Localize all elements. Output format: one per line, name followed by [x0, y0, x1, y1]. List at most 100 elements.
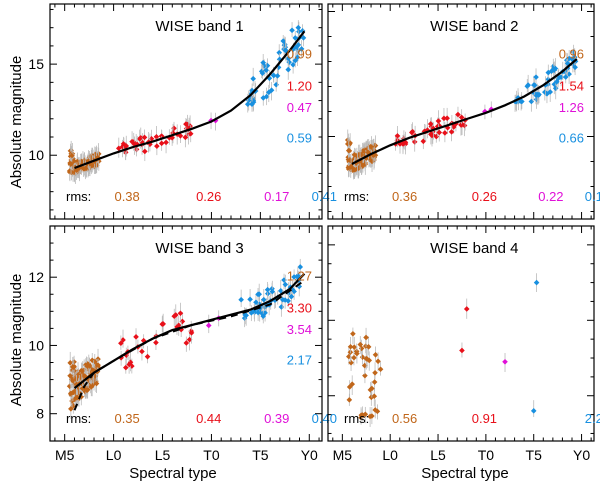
data-point	[86, 363, 93, 369]
rms-value: 0.19	[585, 189, 600, 204]
data-point	[269, 288, 276, 295]
data-point	[354, 152, 360, 159]
data-point	[348, 359, 354, 366]
data-point	[566, 71, 572, 77]
data-point	[400, 141, 406, 147]
rms-value: 0.22	[538, 189, 563, 204]
data-point	[275, 64, 282, 71]
data-point	[70, 364, 77, 370]
data-point	[270, 72, 277, 79]
data-point	[273, 81, 279, 88]
x-tick-label: L5	[430, 447, 446, 463]
data-point	[141, 134, 148, 141]
fit-line	[74, 30, 306, 170]
data-point	[263, 67, 269, 74]
data-points	[66, 258, 304, 420]
x-tick-label: L5	[155, 447, 171, 463]
rms-value: 0.17	[264, 189, 289, 204]
data-point	[259, 70, 266, 76]
data-point	[255, 291, 261, 298]
data-point	[351, 344, 358, 350]
data-point	[455, 111, 461, 118]
data-point	[362, 372, 368, 379]
data-point	[430, 125, 437, 132]
panel-3: M5 L0 L5 T0 T5 Y0 8 10 12 WISE band 3 1.27 3.30 3.54…	[28, 225, 337, 463]
data-point	[276, 49, 283, 56]
data-point	[285, 55, 292, 62]
data-point	[85, 158, 92, 164]
data-point	[360, 162, 366, 169]
data-point	[436, 129, 443, 136]
data-point	[87, 160, 93, 167]
data-point	[394, 133, 401, 139]
data-point	[354, 350, 360, 357]
data-point	[153, 339, 159, 346]
data-point	[88, 384, 95, 390]
data-point	[69, 152, 75, 159]
data-point	[553, 78, 560, 85]
data-point	[448, 129, 455, 135]
data-point	[525, 82, 531, 88]
data-point	[205, 322, 212, 329]
data-point	[285, 298, 291, 304]
data-point	[126, 361, 132, 368]
x-axis-label-right: Spectral type	[421, 465, 509, 482]
data-point	[67, 390, 74, 397]
rms-value: 0.36	[392, 189, 417, 204]
data-point	[260, 59, 266, 66]
data-point	[295, 42, 302, 48]
data-point	[531, 82, 538, 88]
data-point	[371, 393, 378, 400]
data-point	[133, 334, 139, 340]
panel-1: 10 15 WISE band 1 0.99 1.20 0.47 0.59 rms: 0.38 0…	[28, 3, 337, 220]
group-scatter-label: 1.54	[559, 79, 584, 94]
data-point	[250, 75, 256, 82]
data-point	[148, 135, 155, 142]
data-point	[278, 304, 285, 310]
data-point	[345, 147, 352, 154]
data-point	[459, 122, 465, 128]
data-point	[534, 91, 541, 98]
data-point	[294, 54, 301, 61]
y-tick-label: 12	[28, 269, 44, 285]
x-tick-label: T5	[526, 447, 543, 463]
data-point	[296, 283, 303, 290]
x-tick-label: T5	[252, 447, 269, 463]
data-point	[245, 97, 252, 104]
data-point	[345, 164, 352, 171]
data-point	[346, 353, 352, 360]
data-point	[411, 139, 418, 145]
data-point	[249, 101, 255, 108]
rms-value: 0.56	[392, 411, 417, 426]
rms-value: 0.35	[114, 411, 139, 426]
data-point	[346, 397, 353, 403]
data-point	[263, 93, 270, 100]
data-point	[533, 279, 540, 286]
rms-label: rms:	[344, 411, 369, 426]
data-point	[183, 340, 190, 346]
panel-4: M5 L0 L5 T0 T5 Y0 WISE band 4 rms: 0.56 0.91 2.25	[327, 225, 600, 463]
group-scatter-label: 1.20	[287, 79, 312, 94]
data-point	[187, 130, 194, 137]
data-point	[530, 408, 537, 414]
data-point	[368, 144, 375, 150]
data-point	[365, 344, 372, 350]
panel-title: WISE band 4	[430, 240, 518, 257]
data-point	[95, 362, 101, 368]
data-point	[68, 406, 74, 412]
rms-value: 0.38	[114, 189, 139, 204]
rms-value: 0.26	[196, 189, 221, 204]
data-point	[555, 75, 561, 82]
data-point	[518, 98, 525, 105]
data-point	[409, 129, 415, 136]
rms-label: rms:	[66, 411, 91, 426]
panel-title: WISE band 1	[155, 18, 243, 35]
data-point	[292, 57, 299, 64]
data-point	[533, 96, 540, 103]
data-point	[71, 158, 77, 164]
data-point	[427, 121, 434, 127]
x-tick-label: T0	[203, 447, 220, 463]
y-tick-label: 8	[36, 406, 44, 422]
panel-title: WISE band 2	[430, 18, 518, 35]
